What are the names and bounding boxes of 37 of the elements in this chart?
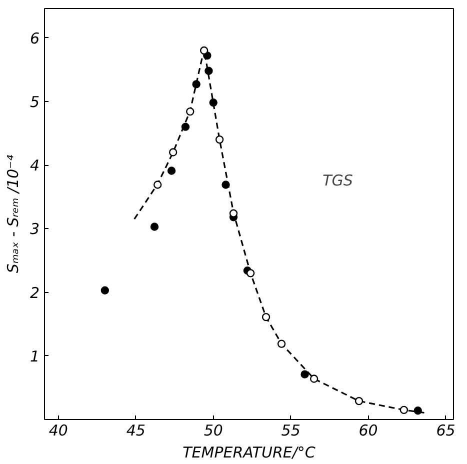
y-axis-title: Sₘₐₓ - Sᵣₑₘ /10⁻⁴ <box>4 154 22 274</box>
point <box>300 370 309 378</box>
point <box>310 374 318 383</box>
point <box>262 312 270 322</box>
y-tick-label: 1 <box>30 347 40 366</box>
point <box>229 209 238 218</box>
y-tick-label: 3 <box>30 220 40 238</box>
y-tick-label: 2 <box>30 284 40 302</box>
y-tick-label: 6 <box>30 29 40 48</box>
point <box>153 180 162 189</box>
point <box>204 66 213 75</box>
point <box>354 396 364 406</box>
x-tick-label: 45 <box>126 422 146 440</box>
point <box>150 222 159 231</box>
point <box>414 406 422 415</box>
point <box>222 180 230 189</box>
point <box>100 286 110 294</box>
point <box>200 46 208 55</box>
point <box>181 122 190 131</box>
point <box>246 269 255 278</box>
annotation: TGS <box>322 171 354 190</box>
x-tick-label: 65 <box>436 422 456 440</box>
x-tick-label: 50 <box>204 422 223 440</box>
point <box>168 148 178 156</box>
point <box>209 98 218 107</box>
point <box>400 406 408 414</box>
x-tick-label: 40 <box>48 422 68 440</box>
y-tick-label: 5 <box>30 92 40 111</box>
point <box>215 135 224 144</box>
y-tick-label: 4 <box>30 156 40 175</box>
point <box>186 107 194 116</box>
x-tick-label: 60 <box>358 422 378 440</box>
x-tick-label: 55 <box>281 422 300 440</box>
point <box>167 166 176 175</box>
point <box>277 340 286 348</box>
x-axis-title: TEMPERATURE/°C <box>182 444 316 462</box>
point <box>192 80 200 88</box>
